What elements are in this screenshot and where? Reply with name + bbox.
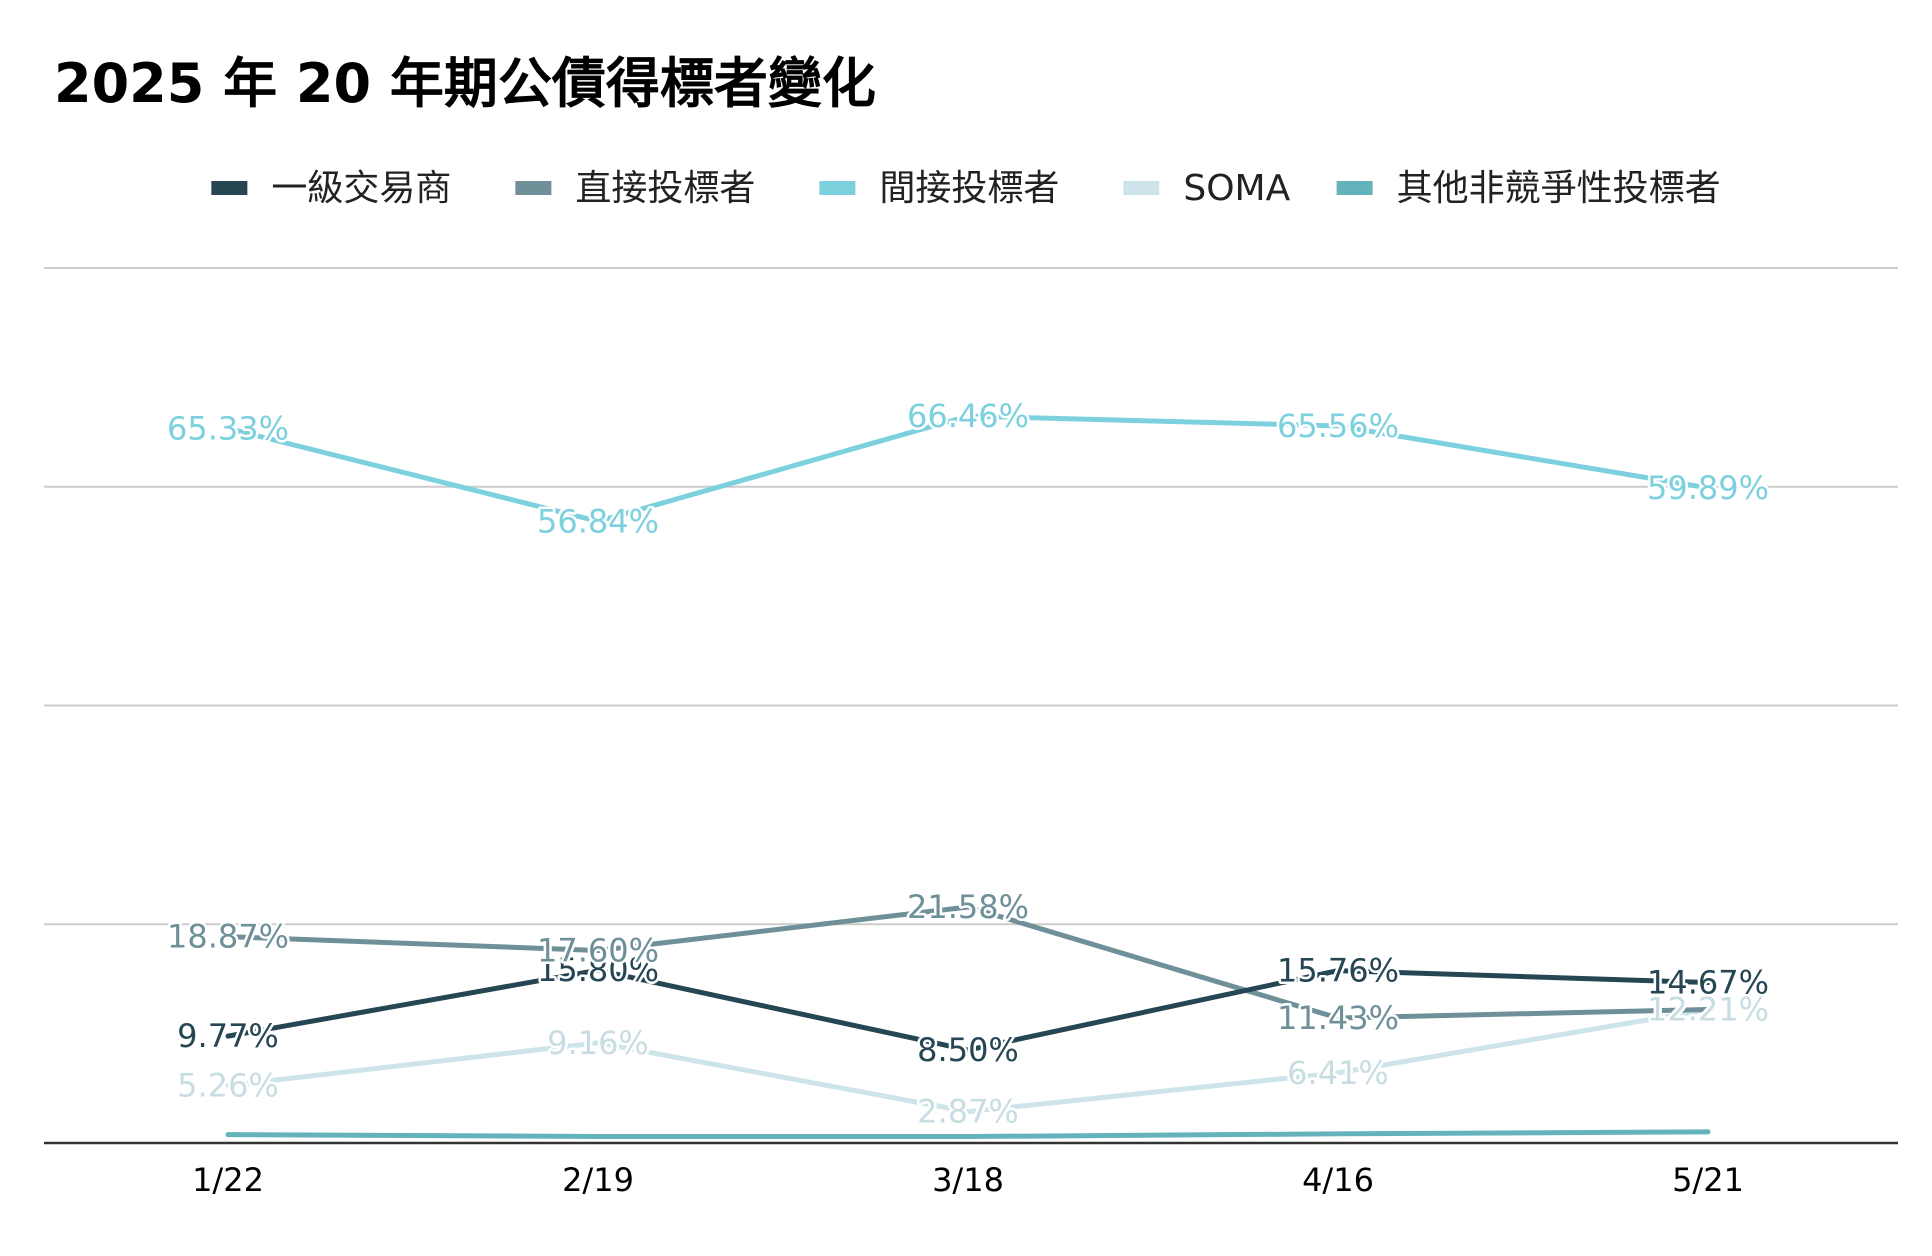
series-line [225,1129,1711,1140]
series-line [225,904,1711,1021]
data-label: 17.60% [537,932,659,970]
legend-swatch [1123,181,1160,195]
data-label: 11.43% [1277,999,1399,1037]
legend-swatch [819,181,856,195]
legend-swatch [211,181,248,195]
data-label: 14.67% [1647,964,1769,1002]
data-label: 66.46% [907,397,1029,435]
data-label: 15.76% [1277,952,1399,990]
x-tick-label: 4/16 [1302,1161,1374,1199]
legend-label: 其他非競爭性投標者 [1397,168,1721,209]
data-label: 12.21% [1647,990,1769,1028]
data-label: 9.16% [547,1024,649,1062]
data-label: 65.33% [167,409,289,447]
legend-item: 一級交易商 [211,168,451,209]
data-label: 18.87% [167,918,289,956]
data-label: 21.58% [907,888,1029,926]
data-label: 5.26% [177,1066,279,1104]
gridlines [44,267,1898,926]
data-label: 65.56% [1277,407,1399,445]
legend-item: 其他非競爭性投標者 [1336,168,1721,209]
legend-item: 間接投標者 [819,168,1059,209]
x-tick-label: 3/18 [932,1161,1004,1199]
legend-label: 一級交易商 [271,168,451,209]
data-label: 56.84% [537,502,659,540]
data-label: 59.89% [1647,469,1769,507]
data-label: 8.50% [917,1031,1019,1069]
series-lines [225,413,1711,1140]
data-label: 15.80% [537,951,659,989]
legend-item: 直接投標者 [515,168,755,209]
legend-label: 直接投標者 [575,168,755,209]
data-label: 6.41% [1287,1054,1389,1092]
data-label: 12.21% [1647,990,1769,1028]
legend-label: 間接投標者 [879,168,1059,209]
legend-item: SOMA [1123,168,1291,209]
data-label: 2.87% [917,1093,1019,1131]
legend-swatch [515,181,552,195]
x-axis: 1/22 2/19 3/18 4/16 5/21 [44,1141,1898,1199]
legend-label: SOMA [1183,168,1290,209]
series-line [225,1006,1711,1115]
x-tick-label: 2/19 [562,1161,634,1199]
chart-title: 2025 年 20 年期公債得標者變化 [54,52,876,115]
legend: 一級交易商 直接投標者 間接投標者 SOMA 其他非競爭性投標者 [211,168,1721,209]
series-line [225,967,1711,1053]
x-tick-label: 1/22 [192,1161,264,1199]
data-labels: 9.77% 15.80% 8.50% 15.76% 14.67% 18.87% 17.60%… [164,395,1771,1134]
series-line [225,413,1711,524]
data-label: 9.77% [177,1017,279,1055]
legend-swatch [1336,181,1373,195]
x-tick-label: 5/21 [1672,1161,1744,1199]
